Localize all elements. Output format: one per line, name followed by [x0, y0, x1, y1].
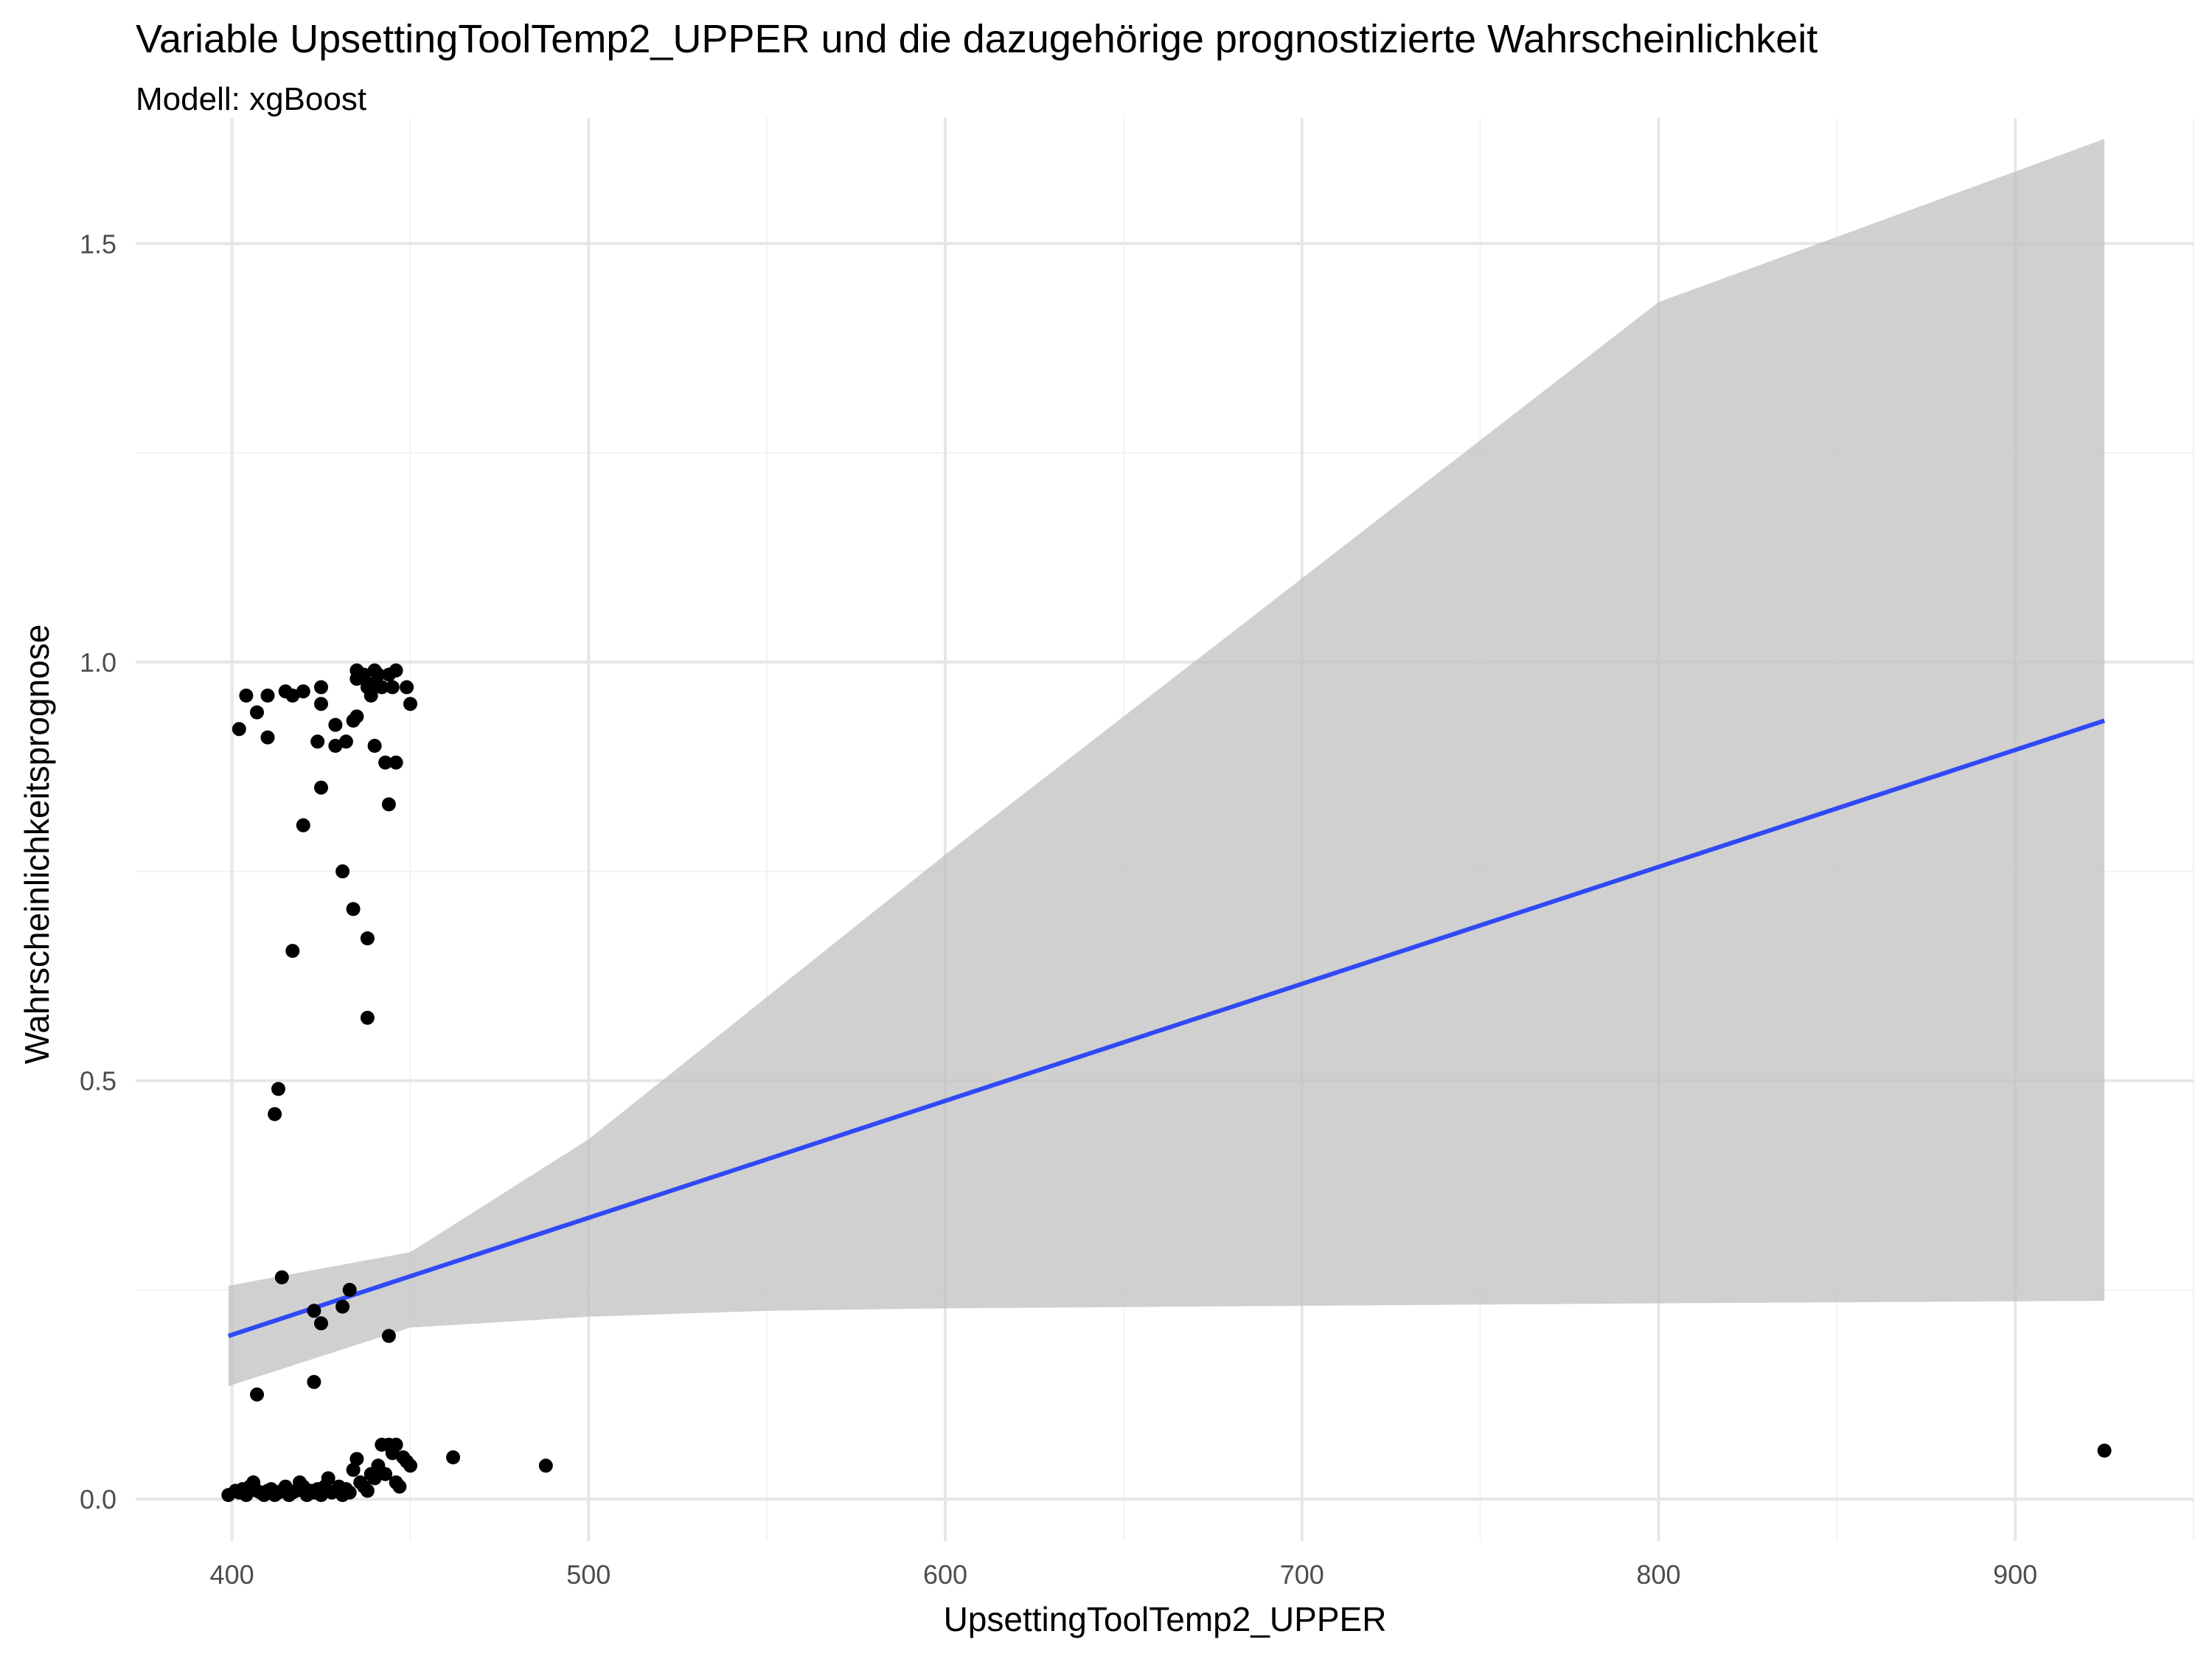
y-tick-labels: 0.0 0.5 1.0 1.5	[80, 229, 116, 1514]
data-point	[307, 1304, 321, 1318]
data-point	[239, 688, 254, 703]
data-point	[310, 734, 325, 749]
data-point	[260, 688, 275, 703]
data-point	[364, 688, 378, 703]
data-points	[221, 663, 2112, 1503]
data-point	[268, 1107, 282, 1121]
data-point	[371, 667, 386, 682]
x-tick-labels: 400 500 600 700 800 900	[210, 1559, 2038, 1590]
data-point	[2097, 1443, 2112, 1458]
data-point	[307, 1374, 321, 1389]
data-point	[381, 797, 396, 812]
data-point	[328, 739, 343, 753]
data-point	[338, 734, 353, 749]
data-point	[328, 717, 343, 732]
data-point	[314, 680, 328, 695]
confidence-band	[228, 139, 2105, 1386]
data-point	[346, 902, 361, 917]
data-point	[349, 709, 364, 724]
data-point	[446, 1450, 460, 1464]
chart-subtitle: Modell: xgBoost	[136, 81, 367, 117]
data-point	[296, 818, 310, 832]
data-point	[342, 1282, 357, 1297]
x-tick-label: 400	[210, 1559, 254, 1590]
data-point	[360, 931, 375, 946]
data-point	[381, 1329, 396, 1343]
data-point	[342, 1485, 357, 1500]
data-point	[232, 722, 246, 737]
x-tick-label: 800	[1636, 1559, 1680, 1590]
y-tick-label: 0.0	[80, 1484, 116, 1514]
data-point	[378, 1467, 393, 1481]
data-point	[385, 680, 400, 695]
data-point	[360, 1484, 375, 1498]
data-point	[403, 1458, 417, 1473]
data-point	[250, 1387, 264, 1402]
data-point	[403, 697, 417, 712]
y-axis-label: Wahrscheinlichkeitsprognose	[18, 625, 56, 1065]
data-point	[314, 780, 328, 795]
data-point	[346, 1463, 361, 1477]
data-point	[321, 1471, 335, 1486]
data-point	[392, 1479, 407, 1494]
data-point	[400, 680, 414, 695]
fit-line	[227, 718, 2106, 1338]
y-tick-label: 1.0	[80, 647, 116, 678]
chart-title: Variable UpsettingToolTemp2_UPPER und di…	[136, 17, 1818, 61]
data-point	[335, 864, 350, 879]
data-point	[314, 1316, 328, 1331]
data-point	[367, 1471, 382, 1486]
data-point	[260, 730, 275, 745]
data-point	[389, 663, 403, 678]
y-tick-label: 0.5	[80, 1066, 116, 1096]
data-point	[357, 667, 372, 682]
x-tick-label: 500	[566, 1559, 611, 1590]
x-tick-label: 900	[1993, 1559, 2037, 1590]
x-tick-label: 700	[1280, 1559, 1324, 1590]
data-point	[335, 1299, 350, 1314]
data-point	[375, 680, 389, 695]
data-point	[378, 755, 393, 770]
y-tick-label: 1.5	[80, 229, 116, 259]
data-point	[285, 944, 300, 959]
data-point	[389, 755, 403, 770]
x-axis-label: UpsettingToolTemp2_UPPER	[944, 1600, 1387, 1638]
data-point	[389, 1437, 403, 1452]
data-point	[538, 1458, 553, 1473]
x-tick-label: 600	[923, 1559, 967, 1590]
data-point	[250, 705, 264, 720]
data-point	[367, 739, 382, 753]
data-point	[314, 697, 328, 712]
data-point	[274, 1270, 289, 1284]
data-point	[349, 1452, 364, 1467]
data-point	[271, 1082, 285, 1096]
data-point	[285, 688, 300, 703]
data-point	[296, 684, 310, 699]
data-point	[360, 1010, 375, 1025]
